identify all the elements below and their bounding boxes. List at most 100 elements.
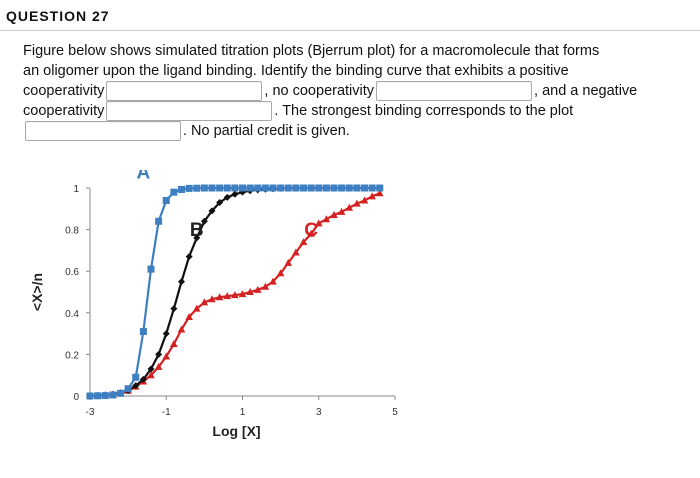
- series-label-c: C: [304, 220, 318, 241]
- series-a-point: [361, 184, 368, 192]
- series-a-point: [147, 265, 155, 273]
- series-a-point: [284, 184, 292, 192]
- series-c-point: [261, 282, 270, 290]
- series-c-point: [215, 293, 224, 301]
- series-a-point: [315, 184, 323, 192]
- bjerrum-plot: 0 0.2 0.4 0.6 0.8 1 -3 -1 1 3 5 Log [X] <X>/n A B C: [29, 170, 398, 439]
- question-header: QUESTION 27: [6, 8, 110, 24]
- x-tick-label: 1: [240, 407, 246, 418]
- series-c-point: [223, 292, 232, 300]
- series-a-point: [216, 184, 224, 192]
- question-line-3: cooperativity , no cooperativity , and a n…: [23, 81, 683, 102]
- positive-cooperativity-input[interactable]: [106, 81, 263, 102]
- series-b-point: [155, 350, 163, 358]
- series-a-point: [132, 373, 140, 381]
- question-line-5: . No partial credit is given.: [23, 121, 683, 142]
- x-tick-label: 3: [316, 407, 322, 418]
- series-b-point: [139, 375, 147, 383]
- series-c-point: [322, 215, 331, 223]
- series-label-b: B: [190, 220, 204, 241]
- series-a-point: [170, 188, 178, 196]
- series-c-point: [170, 340, 178, 347]
- question-line-4: cooperativity . The strongest binding cor…: [23, 101, 683, 122]
- series-a-point: [376, 184, 384, 192]
- series-c-point: [147, 371, 155, 379]
- series-b-point: [223, 193, 231, 201]
- cooperativity-label-2: cooperativity: [23, 103, 105, 119]
- series-c-point: [345, 203, 354, 211]
- series-a-point: [292, 184, 300, 192]
- series-c-point: [307, 229, 315, 237]
- series-a-point: [124, 385, 132, 393]
- x-axis-label: Log [X]: [212, 423, 260, 439]
- series-b-point: [216, 199, 224, 207]
- strongest-binding-label: . The strongest binding corresponds to t…: [274, 103, 574, 119]
- series-c-point: [200, 298, 209, 306]
- series-b-point: [231, 190, 239, 198]
- series-a-point: [239, 184, 246, 192]
- series-a-point: [101, 392, 109, 400]
- x-tick-label: -3: [86, 407, 95, 418]
- no-cooperativity-input[interactable]: [376, 81, 533, 102]
- series-a-point: [246, 184, 254, 192]
- series-a-point: [185, 184, 193, 192]
- series-c-point: [360, 196, 369, 204]
- series-b-point: [162, 330, 170, 338]
- question-body: Figure below shows simulated titration p…: [23, 41, 683, 142]
- cooperativity-label-1: cooperativity: [23, 83, 105, 99]
- y-tick-label: 0.6: [65, 267, 79, 278]
- series-a-point: [208, 184, 216, 192]
- series-a-point: [368, 184, 376, 192]
- y-axis-label: <X>/n: [29, 273, 45, 311]
- series-b-point: [170, 305, 178, 313]
- series-c-point: [375, 189, 384, 197]
- series-c-point: [284, 258, 293, 266]
- header-divider: [0, 30, 700, 31]
- y-tick-label: 0: [73, 392, 79, 403]
- series-c-point: [276, 269, 285, 277]
- no-partial-credit-label: . No partial credit is given.: [183, 123, 350, 139]
- series-c-point: [337, 207, 346, 215]
- series-c-point: [368, 192, 376, 200]
- series-a-point: [300, 184, 307, 192]
- series-a-point: [353, 184, 361, 192]
- series-c-point: [154, 362, 163, 370]
- negative-cooperativity-input[interactable]: [106, 101, 273, 122]
- series-a-point: [269, 184, 277, 192]
- series-label-a: A: [137, 170, 151, 184]
- y-tick-label: 0.4: [65, 309, 79, 320]
- series-a-point: [330, 184, 338, 192]
- series-a-point: [345, 184, 353, 192]
- series-c-point: [292, 248, 300, 256]
- series-a-point: [261, 184, 269, 192]
- series-c-point: [192, 304, 201, 312]
- series-c-point: [177, 325, 186, 333]
- series-a-point: [109, 391, 117, 399]
- series-c-point: [162, 352, 171, 360]
- series-a-point: [94, 392, 102, 400]
- series-a-point: [178, 185, 185, 193]
- series-a-point: [338, 184, 346, 192]
- series-c-point: [246, 288, 254, 295]
- series-c-point: [231, 291, 239, 299]
- series-b-point: [147, 365, 155, 373]
- y-tick-label: 0.2: [65, 350, 79, 361]
- series-b-point: [200, 217, 208, 225]
- series-a-point: [139, 328, 147, 336]
- series-a-point: [254, 184, 262, 192]
- y-tick-label: 0.8: [65, 226, 79, 237]
- series-a-point: [223, 184, 231, 192]
- series-a-point: [155, 217, 163, 225]
- negative-label: , and a negative: [534, 83, 638, 99]
- series-c-point: [253, 285, 262, 293]
- strongest-binding-input[interactable]: [25, 121, 181, 142]
- series-c-point: [269, 277, 277, 285]
- series-c-point: [185, 312, 193, 320]
- series-a-point: [277, 184, 285, 192]
- series-b-point: [185, 253, 193, 261]
- series-b-point: [178, 278, 185, 286]
- series-b-point: [132, 382, 140, 390]
- series-b-point: [208, 207, 216, 215]
- series-a-point: [307, 184, 315, 192]
- series-a-point: [322, 184, 330, 192]
